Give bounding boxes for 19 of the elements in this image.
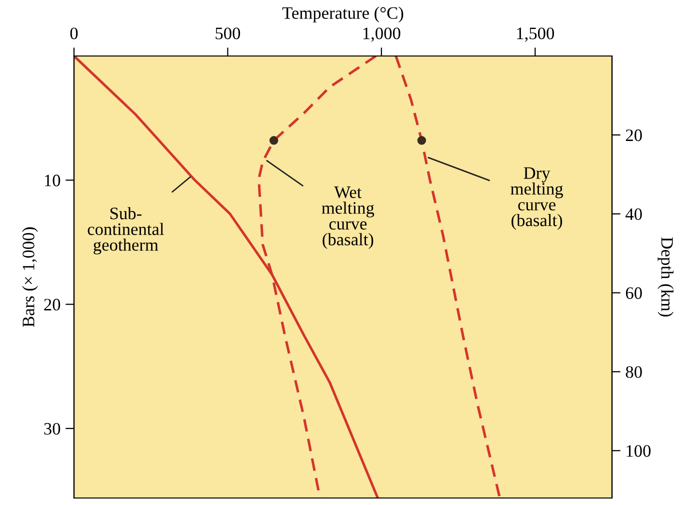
y2-tick-label: 20 — [626, 129, 642, 142]
x-tick-label: 1,500 — [517, 28, 554, 42]
y2-tick-label: 80 — [626, 366, 642, 378]
x-tick-label: 500 — [216, 28, 240, 40]
annotation: Sub- continental geotherm — [88, 207, 164, 254]
x-axis-title: Temperature (°C) — [282, 6, 404, 22]
annotation: Dry melting curve (basalt) — [510, 167, 563, 230]
y2-tick-label: 100 — [626, 445, 651, 457]
y-tick-label: 20 — [44, 298, 60, 311]
y-tick-label: 10 — [44, 174, 60, 186]
y2-tick-label: 40 — [626, 208, 642, 220]
x-tick-label: 0 — [70, 28, 78, 40]
y2-tick-label: 60 — [626, 287, 642, 299]
line-series — [394, 56, 502, 498]
y-tick-label: 30 — [44, 422, 60, 435]
y-axis-title: Bars (× 1,000) — [22, 227, 38, 327]
y2-axis-title: Depth (km) — [658, 237, 674, 316]
annotation: Wet melting curve (basalt) — [322, 186, 374, 249]
x-tick-label: 1,000 — [363, 28, 400, 42]
